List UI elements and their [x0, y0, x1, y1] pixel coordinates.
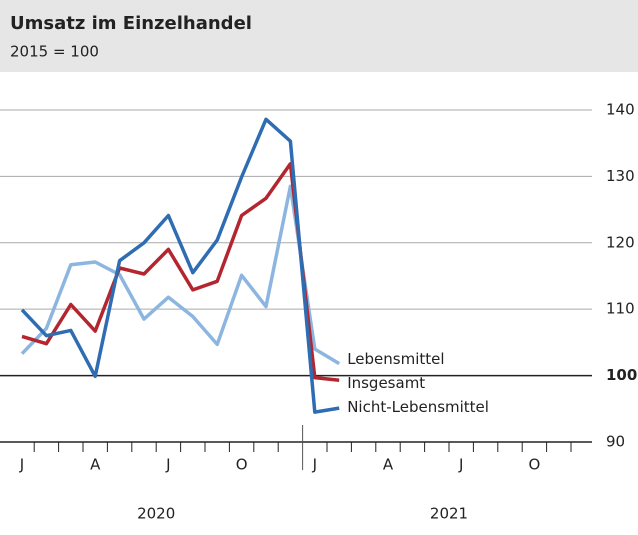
- x-tick-label: J: [19, 456, 24, 474]
- x-tick-label: O: [236, 456, 248, 474]
- year-label: 2021: [430, 505, 468, 523]
- line-series: [20, 117, 340, 414]
- series-label: Lebensmittel: [347, 350, 444, 368]
- x-tick-label: A: [90, 456, 101, 474]
- line-series: [20, 184, 341, 366]
- series-label: Nicht-Lebensmittel: [347, 398, 489, 416]
- chart-title: Umsatz im Einzelhandel: [10, 13, 252, 34]
- chart-subtitle: 2015 = 100: [10, 43, 99, 61]
- series-label: Insgesamt: [347, 374, 425, 392]
- y-tick-label: 90: [606, 433, 625, 451]
- line-series: [21, 162, 340, 382]
- y-tick-label: 140: [606, 100, 635, 118]
- header-band: [0, 0, 638, 72]
- x-tick-label: J: [458, 456, 463, 474]
- y-tick-label: 110: [606, 300, 635, 318]
- x-tick-label: J: [312, 456, 317, 474]
- year-label: 2020: [137, 505, 175, 523]
- x-tick-label: A: [383, 456, 394, 474]
- x-tick-label: J: [165, 456, 170, 474]
- y-tick-label: 130: [606, 167, 635, 185]
- y-tick-label: 120: [606, 233, 635, 251]
- x-tick-label: O: [528, 456, 540, 474]
- y-tick-label: 100: [606, 366, 637, 384]
